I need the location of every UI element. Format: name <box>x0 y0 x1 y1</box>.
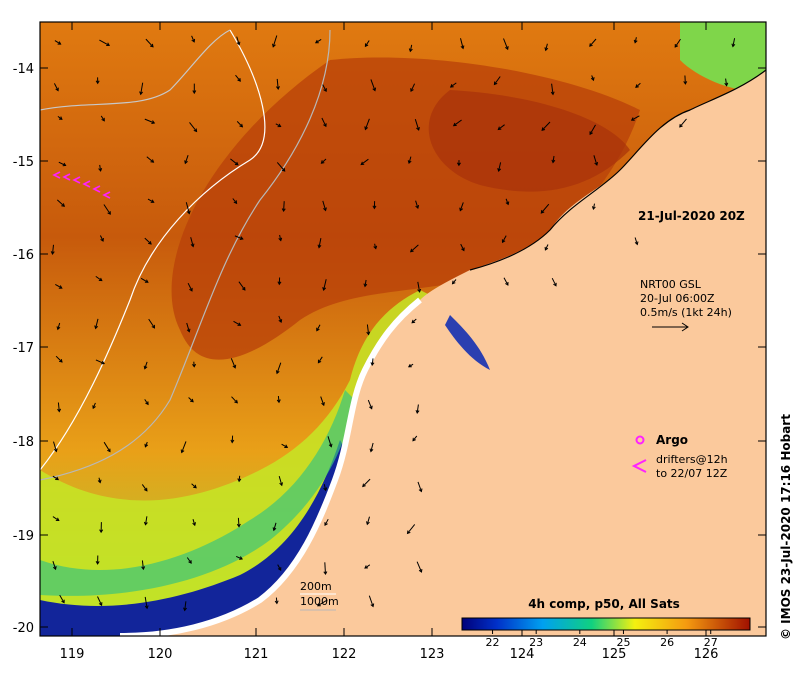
x-tick-label: 119 <box>60 647 85 662</box>
x-tick-label: 124 <box>510 647 535 662</box>
colorbar-ramp <box>462 618 750 630</box>
drifter-label-2: to 22/07 12Z <box>656 467 728 480</box>
colorbar-tick-label: 25 <box>616 636 630 649</box>
x-tick-label: 125 <box>602 647 627 662</box>
y-tick-label: -18 <box>13 435 34 450</box>
colorbar-tick-label: 23 <box>529 636 543 649</box>
credit-text: © IMOS 23-Jul-2020 17:16 Hobart <box>779 414 793 640</box>
y-tick-label: -16 <box>13 248 34 263</box>
x-tick-label: 120 <box>148 647 173 662</box>
colorbar-tick-label: 27 <box>704 636 718 649</box>
x-tick-label: 121 <box>244 647 269 662</box>
date-label: 21-Jul-2020 20Z <box>638 209 745 223</box>
currents-line1: NRT00 GSL <box>640 278 702 291</box>
isobath-200m-label: 200m <box>300 580 332 593</box>
currents-line3: 0.5m/s (1kt 24h) <box>640 306 732 319</box>
currents-line2: 20-Jul 06:00Z <box>640 292 715 305</box>
argo-label: Argo <box>656 433 688 447</box>
colorbar-tick-label: 26 <box>660 636 674 649</box>
y-tick-label: -14 <box>13 62 34 77</box>
y-tick-label: -19 <box>13 529 34 544</box>
drifter-label-1: drifters@12h <box>656 453 728 466</box>
x-tick-label: 122 <box>332 647 357 662</box>
colorbar-tick-label: 24 <box>573 636 587 649</box>
y-tick-label: -20 <box>13 621 34 636</box>
y-tick-label: -17 <box>13 341 34 356</box>
y-tick-label: -15 <box>13 155 34 170</box>
x-tick-label: 123 <box>420 647 445 662</box>
colorbar-title: 4h comp, p50, All Sats <box>528 597 680 611</box>
x-tick-label: 126 <box>694 647 719 662</box>
isobath-1000m-label: 1000m <box>300 595 339 608</box>
colorbar-tick-label: 22 <box>486 636 500 649</box>
